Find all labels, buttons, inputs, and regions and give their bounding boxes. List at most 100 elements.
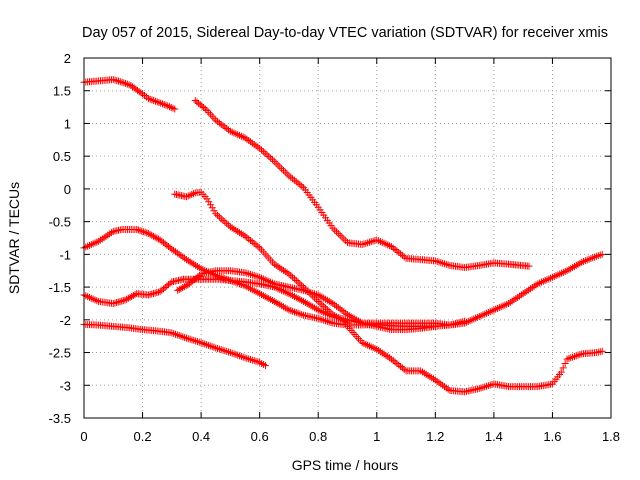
x-tick-label: 0.2 <box>134 429 152 444</box>
data-point <box>316 307 324 315</box>
data-point <box>107 229 115 237</box>
data-point <box>395 361 403 369</box>
data-point <box>303 288 311 296</box>
data-point <box>333 228 341 236</box>
data-point <box>210 207 218 215</box>
data-point <box>184 257 192 265</box>
data-point <box>356 318 364 326</box>
data-point <box>285 270 293 278</box>
data-point <box>118 78 126 86</box>
data-point <box>236 131 244 139</box>
data-point <box>294 179 302 187</box>
data-point <box>102 232 110 240</box>
data-point <box>323 296 331 304</box>
data-point <box>334 230 342 238</box>
data-point <box>309 303 317 311</box>
data-point <box>311 290 319 298</box>
data-point <box>318 308 326 316</box>
data-point <box>239 353 247 361</box>
data-point <box>342 237 350 245</box>
data-point <box>296 181 304 189</box>
data-point <box>100 234 108 242</box>
data-point <box>254 358 262 366</box>
data-point <box>215 119 223 127</box>
data-point <box>473 313 481 321</box>
data-point <box>250 140 258 148</box>
data-point <box>173 331 181 339</box>
data-point <box>146 95 154 103</box>
data-point <box>170 246 178 254</box>
data-point <box>570 262 578 270</box>
data-point <box>325 297 333 305</box>
data-point <box>519 290 527 298</box>
data-point <box>137 89 145 97</box>
data-point <box>523 287 531 295</box>
data-point <box>171 105 179 113</box>
data-point <box>559 364 567 372</box>
data-point <box>336 231 344 239</box>
y-tick-label: 1.5 <box>53 84 71 99</box>
data-point <box>340 235 348 243</box>
data-point <box>232 226 240 234</box>
data-point <box>219 346 227 354</box>
data-point <box>488 307 496 315</box>
data-point <box>292 294 300 302</box>
data-point <box>329 299 337 307</box>
data-point <box>278 165 286 173</box>
data-point <box>569 353 577 361</box>
data-point <box>116 78 124 86</box>
data-point <box>292 178 300 186</box>
data-point <box>298 297 306 305</box>
data-point <box>360 340 368 348</box>
data-point <box>349 314 357 322</box>
data-point <box>168 329 176 337</box>
data-point <box>143 229 151 237</box>
data-point <box>360 240 368 248</box>
data-point <box>270 260 278 268</box>
axis-ticks: 0 0.2 0.4 0.6 0.8 1 1.2 1.4 1.6 1.8 -3.5 -3 -2.5 -2 -1… <box>49 51 620 444</box>
data-point <box>475 385 483 393</box>
data-point <box>199 339 207 347</box>
data-point <box>323 310 331 318</box>
data-point <box>115 77 123 85</box>
data-point <box>206 342 214 350</box>
data-point <box>344 311 351 319</box>
data-point <box>175 250 183 258</box>
data-point <box>217 215 225 223</box>
data-point <box>300 286 308 294</box>
data-point <box>204 341 212 349</box>
data-point <box>285 306 293 314</box>
data-point <box>569 264 577 272</box>
data-point <box>252 288 260 296</box>
data-point <box>195 264 203 272</box>
data-point <box>164 102 172 110</box>
data-point <box>367 343 375 351</box>
data-point <box>193 338 201 346</box>
data-point <box>417 367 425 375</box>
data-point <box>322 309 330 317</box>
data-point <box>439 259 447 267</box>
data-point <box>84 242 92 250</box>
data-point <box>376 348 384 356</box>
plot-frame <box>83 57 612 419</box>
data-point <box>334 304 342 312</box>
data-point <box>570 352 578 360</box>
data-point <box>289 292 297 300</box>
data-point <box>558 269 566 277</box>
data-point <box>177 332 185 340</box>
data-point <box>393 247 401 255</box>
data-point <box>270 297 278 305</box>
x-tick-label: 1.6 <box>543 429 561 444</box>
data-point <box>285 172 293 180</box>
data-point <box>157 99 165 107</box>
data-point <box>259 275 267 283</box>
x-tick-label: 1.8 <box>602 429 620 444</box>
data-point <box>93 297 101 305</box>
data-point <box>84 293 92 301</box>
chart-title: Day 057 of 2015, Sidereal Day-to-day VTE… <box>82 25 608 41</box>
data-point <box>82 292 90 300</box>
data-point <box>160 100 168 108</box>
data-point <box>257 291 265 299</box>
data-point <box>95 237 103 245</box>
